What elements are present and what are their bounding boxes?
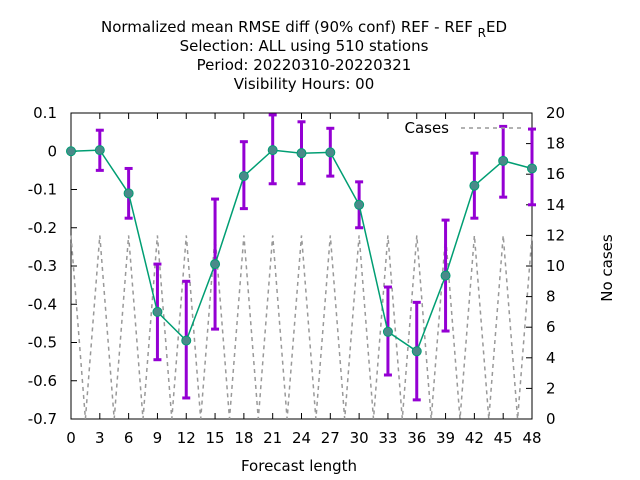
data-point — [123, 188, 134, 199]
y-tick-label: -0.3 — [28, 257, 57, 275]
y2-axis-label: No cases — [598, 234, 616, 302]
x-tick-label: 18 — [234, 429, 253, 447]
y2-tick-label: 16 — [546, 165, 565, 183]
data-point — [469, 180, 480, 191]
cases-series — [70, 235, 533, 420]
data-point — [152, 306, 163, 317]
x-tick-label: 9 — [153, 429, 163, 447]
title-line-3: Period: 20220310-20220321 — [197, 56, 412, 74]
y-tick-label: -0.6 — [28, 372, 57, 390]
chart-title: Normalized mean RMSE diff (90% conf) REF… — [101, 18, 507, 93]
x-tick-label: 36 — [407, 429, 426, 447]
y2-tick-label: 6 — [546, 318, 556, 336]
x-axis-label: Forecast length — [241, 457, 357, 475]
y2-tick-label: 10 — [546, 257, 565, 275]
rmse-series — [66, 145, 537, 357]
x-tick-label: 39 — [436, 429, 455, 447]
x-tick-label: 15 — [206, 429, 225, 447]
y-tick-label: 0 — [47, 142, 57, 160]
y2-tick-label: 4 — [546, 349, 556, 367]
data-point — [210, 259, 221, 270]
y-tick-label: 0.1 — [33, 104, 57, 122]
legend-label-cases: Cases — [404, 119, 449, 137]
x-tick-label: 0 — [66, 429, 76, 447]
data-point — [325, 147, 336, 158]
x-tick-label: 45 — [494, 429, 513, 447]
data-point — [66, 146, 76, 157]
data-point — [527, 163, 537, 174]
data-point — [382, 326, 393, 337]
cases-line — [70, 235, 533, 420]
y2-tick-label: 20 — [546, 104, 565, 122]
data-point — [94, 145, 105, 156]
data-point — [411, 346, 422, 357]
data-point — [440, 270, 451, 281]
y-tick-label: -0.1 — [28, 181, 57, 199]
y2-tick-label: 2 — [546, 379, 556, 397]
y2-tick-label: 12 — [546, 226, 565, 244]
y-tick-label: -0.2 — [28, 219, 57, 237]
data-point — [296, 148, 307, 159]
x-tick-label: 6 — [124, 429, 134, 447]
y2-tick-label: 18 — [546, 135, 565, 153]
x-tick-label: 48 — [522, 429, 541, 447]
y2-tick-label: 14 — [546, 196, 565, 214]
legend: Cases — [404, 119, 522, 137]
data-point — [267, 145, 278, 156]
title-line-1: Normalized mean RMSE diff (90% conf) REF… — [101, 18, 507, 40]
data-point — [354, 199, 365, 210]
y2-tick-label: 0 — [546, 410, 556, 428]
x-tick-label: 3 — [95, 429, 105, 447]
title-line-4: Visibility Hours: 00 — [234, 75, 375, 93]
y-tick-label: -0.4 — [28, 295, 57, 313]
error-bars — [95, 113, 536, 402]
data-point — [498, 155, 509, 166]
axis-ticks: 0 3 6 9 12 15 18 21 24 27 30 33 36 39 42 45 480.10-0.1-0… — [28, 104, 565, 447]
x-tick-label: 21 — [263, 429, 282, 447]
x-tick-label: 24 — [292, 429, 311, 447]
title-line-2: Selection: ALL using 510 stations — [180, 37, 429, 55]
data-point — [238, 171, 249, 182]
x-tick-label: 42 — [465, 429, 484, 447]
x-tick-label: 30 — [350, 429, 369, 447]
y-tick-label: -0.5 — [28, 334, 57, 352]
y-tick-label: -0.7 — [28, 410, 57, 428]
x-tick-label: 33 — [378, 429, 397, 447]
x-tick-label: 27 — [321, 429, 340, 447]
data-point — [181, 335, 192, 346]
y2-tick-label: 8 — [546, 288, 556, 306]
x-tick-label: 12 — [177, 429, 196, 447]
